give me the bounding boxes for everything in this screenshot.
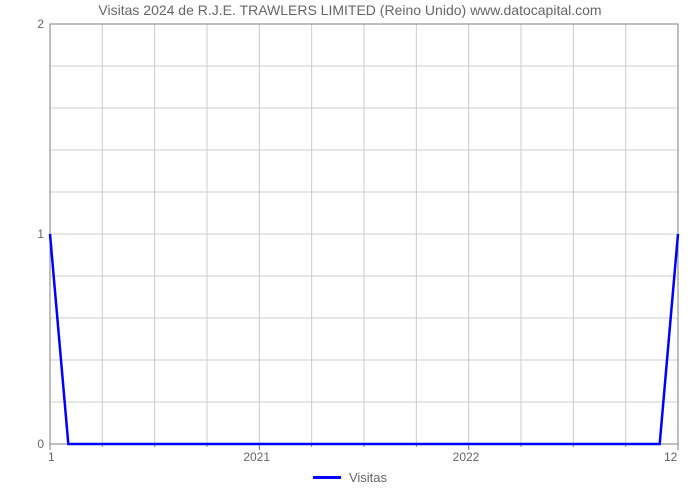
y-tick-label: 0: [37, 437, 44, 451]
x-tick-label: 12: [664, 450, 677, 464]
chart-title: Visitas 2024 de R.J.E. TRAWLERS LIMITED …: [0, 2, 700, 18]
x-tick-label: 2022: [453, 450, 480, 464]
x-tick-label: 1: [48, 450, 55, 464]
y-tick-label: 1: [37, 227, 44, 241]
chart-legend: Visitas: [0, 470, 700, 485]
legend-label: Visitas: [349, 470, 387, 485]
chart-container: Visitas 2024 de R.J.E. TRAWLERS LIMITED …: [0, 0, 700, 500]
chart-plot: [50, 24, 678, 444]
y-tick-label: 2: [37, 17, 44, 31]
x-tick-label: 2021: [243, 450, 270, 464]
legend-swatch: [313, 476, 341, 479]
